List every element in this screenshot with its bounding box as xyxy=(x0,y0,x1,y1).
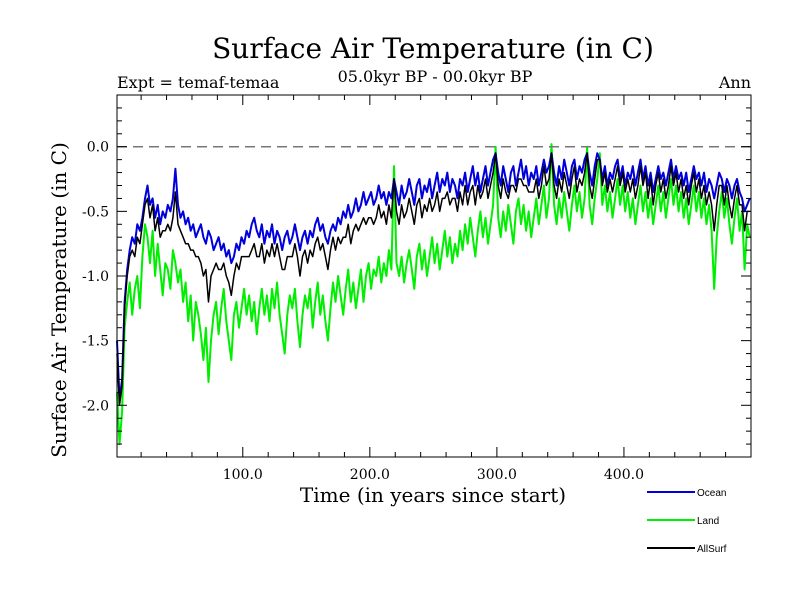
legend: Ocean Land AllSurf xyxy=(647,488,727,555)
series-layer xyxy=(116,143,751,446)
x-tick-label: 400.0 xyxy=(604,467,644,483)
x-tick-label: 100.0 xyxy=(223,467,263,483)
y-tick-label: -1.5 xyxy=(82,334,109,350)
x-tick-label: 200.0 xyxy=(350,467,390,483)
period-subtitle: 05.0kyr BP - 00.0kyr BP xyxy=(338,67,533,86)
legend-label-allsurf: AllSurf xyxy=(697,544,727,555)
series-line-land xyxy=(116,143,751,446)
legend-label-land: Land xyxy=(697,516,719,527)
y-axis-label: Surface Air Temperature (in C) xyxy=(47,142,71,458)
x-axis-label: Time (in years since start) xyxy=(300,483,566,507)
plot-frame xyxy=(116,94,752,458)
series-line-allsurf xyxy=(116,152,750,407)
y-tick-label: -1.0 xyxy=(82,269,109,285)
y-tick-label: -0.5 xyxy=(82,204,109,220)
x-tick-label: 300.0 xyxy=(477,467,517,483)
chart-title: Surface Air Temperature (in C) xyxy=(212,32,654,65)
experiment-label: Expt = temaf-temaa xyxy=(117,73,280,92)
y-tick-label: -2.0 xyxy=(82,398,109,414)
series-line-ocean xyxy=(116,152,751,400)
legend-label-ocean: Ocean xyxy=(697,488,726,499)
season-label: Ann xyxy=(718,73,751,92)
y-tick-label: 0.0 xyxy=(87,140,109,156)
axes-layer: 100.0 200.0 300.0 400.0 0.0 -0.5 -1.0 -1.5 -2.0 xyxy=(82,94,752,483)
